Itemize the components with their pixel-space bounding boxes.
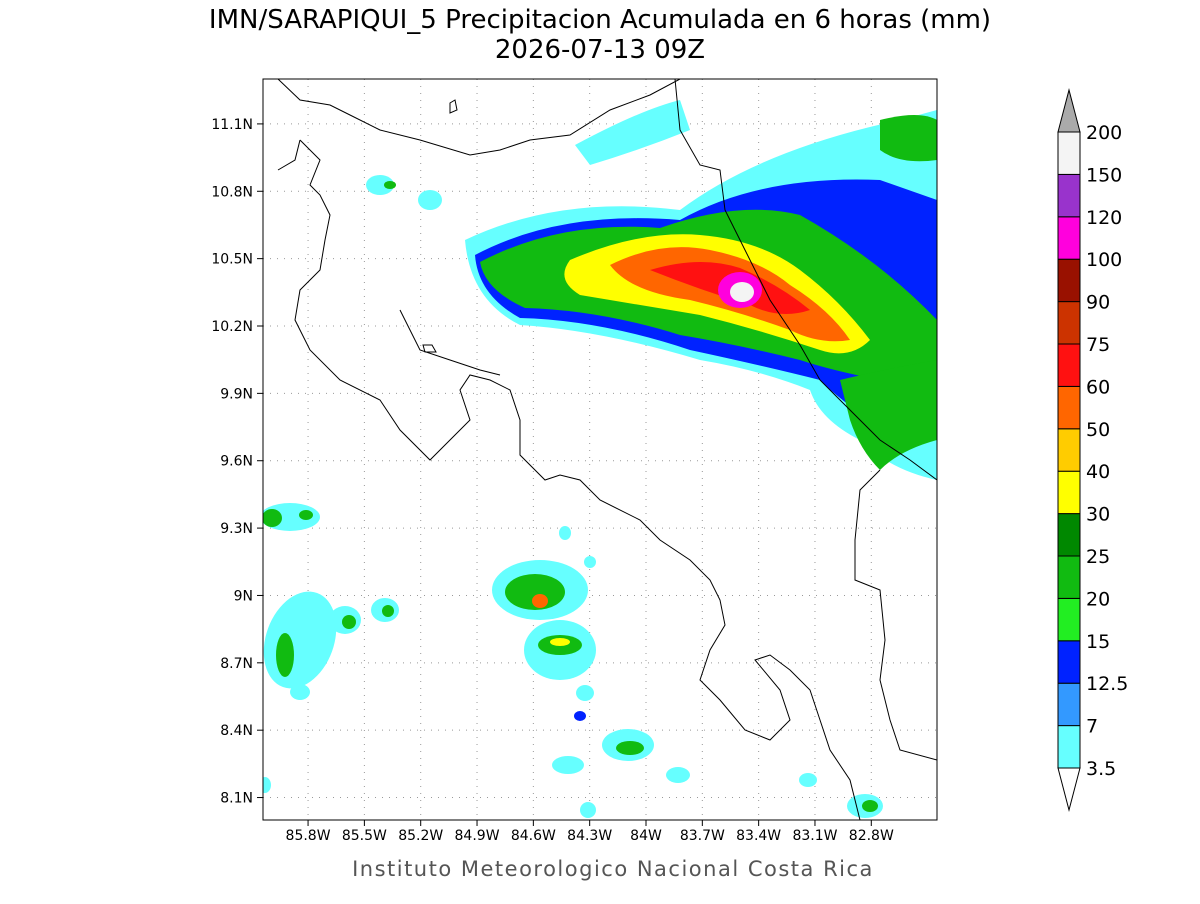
precip-cell [505,574,565,610]
precip-cell [559,526,571,540]
x-tick-label: 83.4W [736,828,781,844]
colorbar-swatch [1057,470,1081,515]
colorbar-label: 40 [1086,461,1110,483]
y-tick-label: 8.1N [220,791,253,807]
colorbar-label: 15 [1086,631,1110,653]
precip-cell [290,684,310,700]
axes: 85.8W 85.5W 85.2W 84.9W 84.6W 84.3W 84W 83.7W 83… [211,117,894,844]
precip-cell [552,756,584,774]
precip-cell [799,773,817,787]
y-tick-label: 10.5N [211,252,253,268]
precip-cell [418,190,442,210]
precip-cell [880,115,937,162]
precip-cell [575,100,690,165]
y-tick-label: 9.6N [220,454,253,470]
colorbar-label: 150 [1086,164,1122,186]
x-tick-label: 82.8W [849,828,894,844]
colorbar-label: 20 [1086,588,1110,610]
colorbar-under [1057,767,1081,812]
y-tick-label: 8.7N [220,656,253,672]
precip-cell [382,605,394,617]
precip-cell [666,767,690,783]
colorbar-swatch [1057,682,1081,727]
x-tick-label: 84.9W [455,828,500,844]
colorbar-swatch [1057,513,1081,557]
colorbar-label: 50 [1086,419,1110,441]
precip-cell [384,181,396,189]
colorbar-label: 90 [1086,292,1110,314]
colorbar-swatch [1057,385,1081,430]
colorbar-swatch [1057,597,1081,642]
colorbar-label: 30 [1086,504,1110,526]
coastline [277,79,937,820]
colorbar-label: 3.5 [1086,758,1116,780]
x-tick-label: 85.5W [342,828,387,844]
precip-cell [263,777,271,793]
precip-cell [366,175,394,195]
y-tick-label: 10.8N [211,184,253,200]
colorbar-over [1057,88,1081,133]
precip-cell [276,633,294,677]
colorbar-swatch [1057,301,1081,345]
colorbar-swatch [1057,428,1081,472]
colorbar-label: 25 [1086,546,1110,568]
precip-cell [574,711,586,721]
colorbar-swatch [1057,131,1081,175]
colorbar-label: 75 [1086,334,1110,356]
precip-cell [263,591,337,689]
x-tick-label: 83.7W [680,828,725,844]
y-tick-label: 9.3N [220,521,253,537]
colorbar: 3.5 7 12.5 15 20 25 30 40 50 60 75 90 100 120 150 200 [1057,88,1128,812]
colorbar-label: 100 [1086,249,1122,271]
y-tick-label: 10.2N [211,319,253,335]
colorbar-swatch [1057,640,1081,684]
x-tick-label: 83.1W [792,828,837,844]
colorbar-label: 60 [1086,376,1110,398]
x-tick-label: 85.2W [398,828,443,844]
y-tick-label: 11.1N [211,117,253,133]
footer: Instituto Meteorologico Nacional Costa R… [352,857,874,881]
precip-cell [550,638,570,646]
precip-cell [299,510,313,520]
colorbar-swatch [1057,343,1081,387]
precip-cell [584,556,596,568]
precip-cell [840,360,937,470]
y-tick-label: 9N [234,588,253,604]
colorbar-label: 7 [1086,716,1098,738]
x-tick-label: 84.6W [511,828,556,844]
colorbar-swatch [1057,725,1081,769]
precip-cell [576,685,594,701]
colorbar-label: 120 [1086,207,1122,229]
colorbar-swatch [1057,555,1081,599]
precip-cell [730,282,754,302]
y-tick-label: 8.4N [220,723,253,739]
precip-cell [862,800,878,812]
precip-cell [263,509,282,527]
precip-cell [580,802,596,818]
subtitle: 2026-07-13 09Z [495,35,705,65]
map-frame [262,78,938,821]
colorbar-label: 200 [1086,122,1122,144]
colorbar-swatch [1057,258,1081,303]
precip-cell [616,741,644,755]
x-tick-label: 84.3W [567,828,612,844]
y-tick-label: 9.9N [220,386,253,402]
precip-cell [342,615,356,629]
precip-cell [532,594,548,608]
x-tick-label: 85.8W [286,828,331,844]
colorbar-label: 12.5 [1086,673,1128,695]
colorbar-swatch [1057,173,1081,218]
precipitation-field [263,100,937,818]
x-tick-label: 84W [630,828,662,844]
colorbar-swatch [1057,216,1081,260]
title: IMN/SARAPIQUI_5 Precipitacion Acumulada … [209,5,991,35]
